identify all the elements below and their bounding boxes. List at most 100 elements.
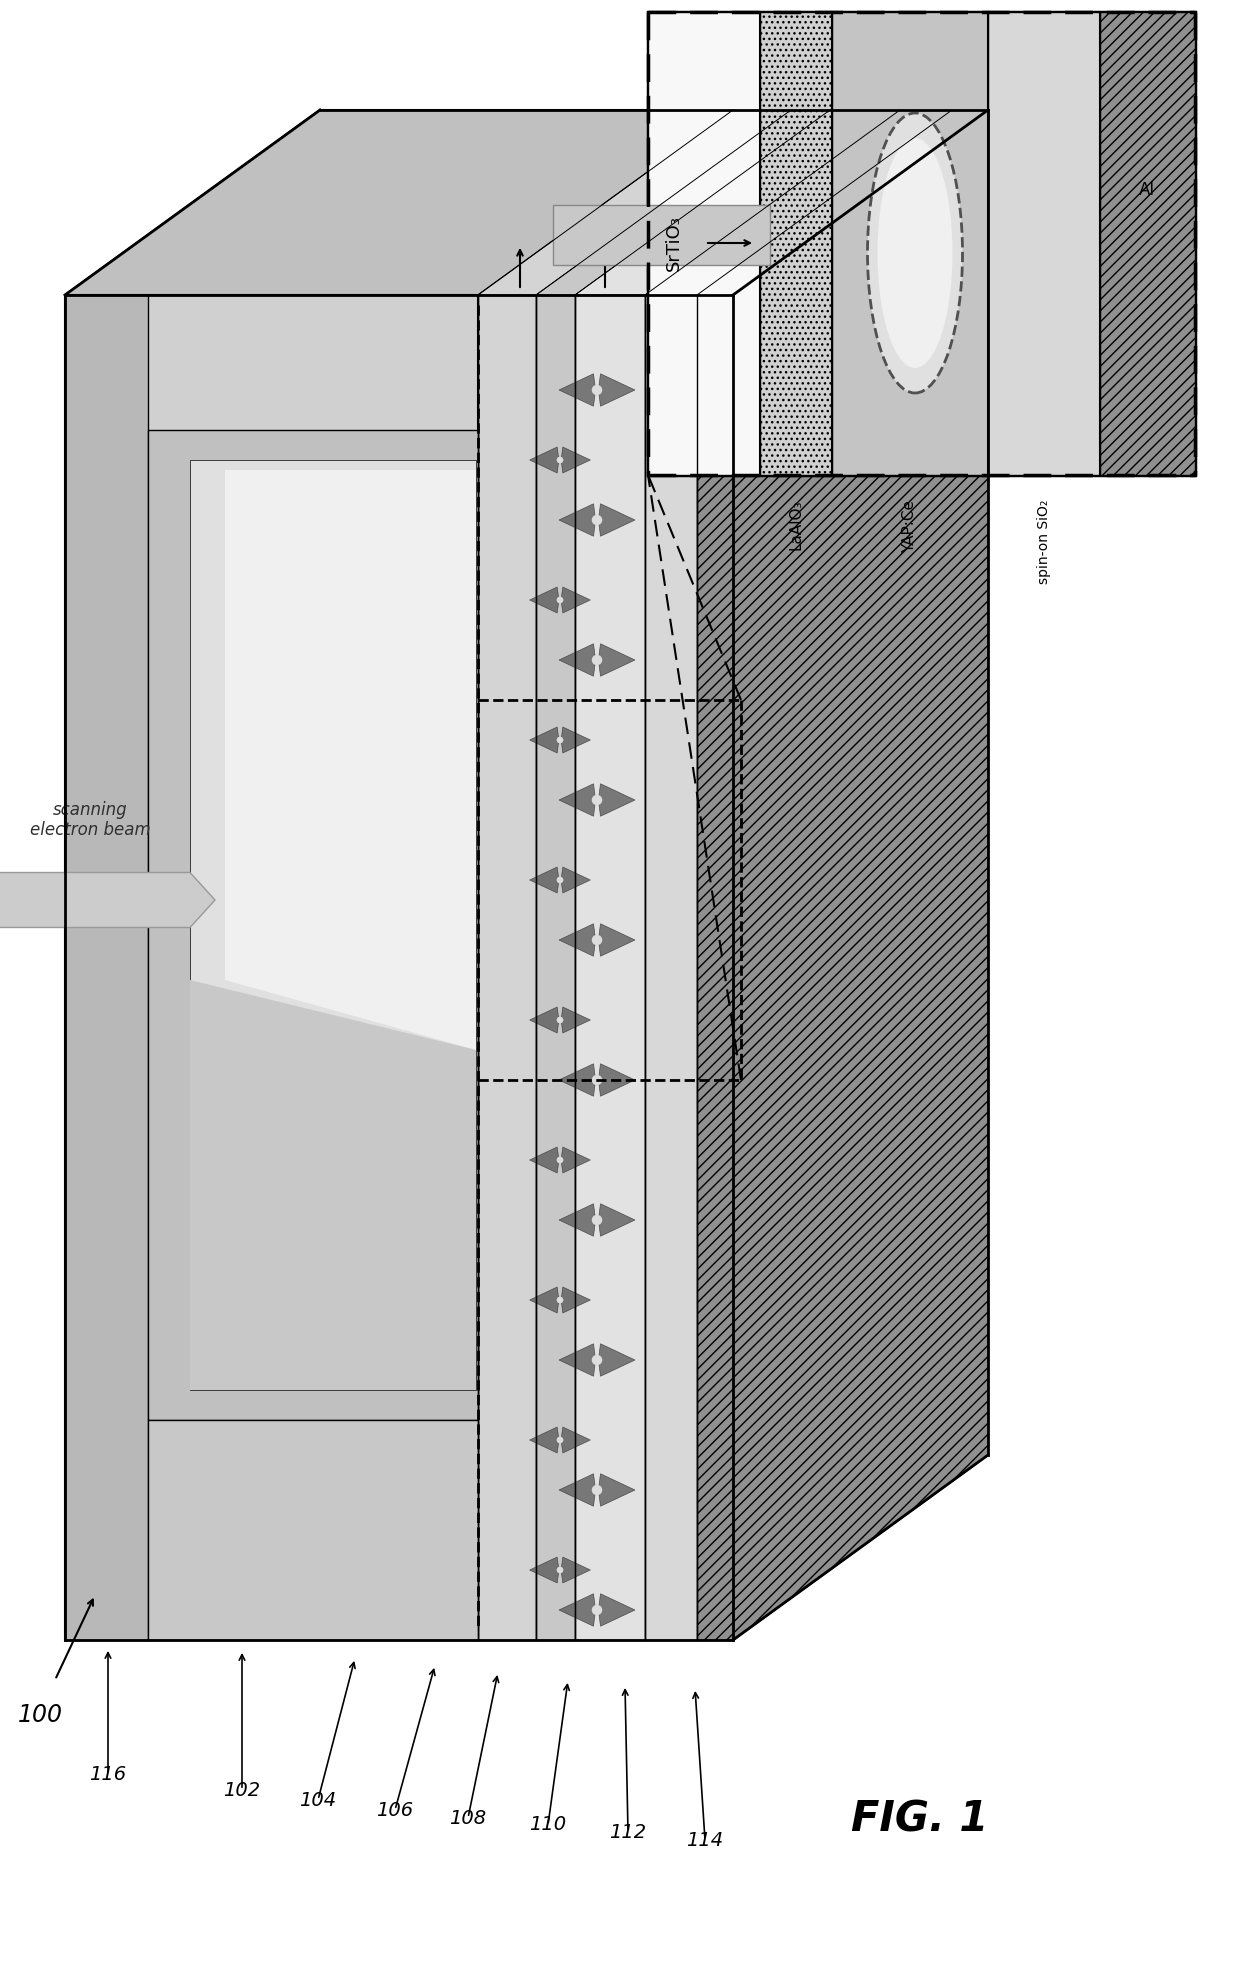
Polygon shape: [224, 470, 476, 1050]
Polygon shape: [832, 12, 988, 474]
Text: 104: 104: [299, 1790, 336, 1810]
Text: scanning
electron beam: scanning electron beam: [30, 801, 150, 840]
Ellipse shape: [557, 877, 563, 883]
Polygon shape: [64, 295, 477, 1640]
Polygon shape: [988, 12, 1100, 474]
Polygon shape: [559, 783, 595, 816]
FancyArrow shape: [0, 873, 215, 928]
Ellipse shape: [557, 1017, 563, 1023]
Ellipse shape: [557, 738, 563, 744]
Polygon shape: [529, 728, 559, 753]
Polygon shape: [559, 924, 595, 956]
Polygon shape: [536, 295, 575, 1640]
Polygon shape: [559, 1064, 595, 1096]
Text: LaAlO₃: LaAlO₃: [789, 500, 804, 551]
Polygon shape: [559, 374, 595, 407]
Polygon shape: [529, 1426, 559, 1454]
Polygon shape: [562, 1558, 590, 1583]
Polygon shape: [190, 460, 476, 1391]
Ellipse shape: [591, 1216, 603, 1225]
Polygon shape: [562, 1007, 590, 1033]
Polygon shape: [553, 205, 770, 266]
Ellipse shape: [557, 596, 563, 604]
Ellipse shape: [557, 1566, 563, 1574]
Ellipse shape: [591, 515, 603, 525]
Polygon shape: [599, 1473, 635, 1507]
Polygon shape: [599, 1343, 635, 1377]
Polygon shape: [64, 110, 988, 295]
Polygon shape: [649, 12, 760, 474]
Polygon shape: [599, 374, 635, 407]
Polygon shape: [760, 12, 832, 474]
Ellipse shape: [878, 138, 952, 368]
Polygon shape: [645, 295, 697, 1640]
Polygon shape: [529, 447, 559, 472]
Polygon shape: [562, 447, 590, 472]
Ellipse shape: [557, 1436, 563, 1444]
Polygon shape: [477, 110, 791, 295]
Ellipse shape: [591, 1605, 603, 1615]
Polygon shape: [649, 12, 1195, 474]
Polygon shape: [64, 295, 148, 1640]
Ellipse shape: [868, 112, 962, 393]
Polygon shape: [599, 783, 635, 816]
Polygon shape: [529, 1007, 559, 1033]
Polygon shape: [559, 504, 595, 537]
Polygon shape: [562, 1286, 590, 1314]
Polygon shape: [733, 110, 988, 1640]
Text: YAP:Ce: YAP:Ce: [903, 500, 918, 553]
Text: 100: 100: [17, 1703, 62, 1727]
Text: 102: 102: [223, 1780, 260, 1800]
Ellipse shape: [591, 386, 603, 395]
Text: 116: 116: [89, 1766, 126, 1784]
Polygon shape: [559, 1473, 595, 1507]
Ellipse shape: [591, 655, 603, 665]
Polygon shape: [1100, 12, 1195, 474]
Text: 110: 110: [529, 1816, 567, 1835]
Polygon shape: [559, 1593, 595, 1627]
Polygon shape: [529, 586, 559, 614]
Polygon shape: [599, 1064, 635, 1096]
Polygon shape: [562, 1147, 590, 1172]
Ellipse shape: [591, 1074, 603, 1086]
Polygon shape: [599, 924, 635, 956]
Ellipse shape: [557, 456, 563, 464]
Polygon shape: [148, 1420, 477, 1640]
Polygon shape: [559, 1204, 595, 1235]
Text: 112: 112: [609, 1823, 646, 1841]
Ellipse shape: [591, 934, 603, 946]
Polygon shape: [559, 643, 595, 677]
Polygon shape: [697, 295, 733, 1640]
Polygon shape: [562, 728, 590, 753]
Polygon shape: [559, 1343, 595, 1377]
Text: 108: 108: [449, 1808, 486, 1827]
Ellipse shape: [557, 1296, 563, 1304]
Polygon shape: [733, 110, 988, 1640]
Polygon shape: [562, 867, 590, 893]
Ellipse shape: [591, 795, 603, 805]
Polygon shape: [64, 110, 733, 295]
Polygon shape: [575, 110, 900, 295]
Text: spin-on SiO₂: spin-on SiO₂: [1037, 500, 1052, 584]
Polygon shape: [697, 110, 988, 295]
Text: FIG. 1: FIG. 1: [852, 1800, 988, 1841]
Polygon shape: [529, 1147, 559, 1172]
Polygon shape: [477, 295, 536, 1640]
Polygon shape: [148, 431, 477, 1420]
Polygon shape: [599, 1204, 635, 1235]
Polygon shape: [536, 110, 830, 295]
Ellipse shape: [591, 1485, 603, 1495]
Polygon shape: [575, 295, 645, 1640]
Polygon shape: [599, 643, 635, 677]
Text: 114: 114: [687, 1831, 724, 1849]
Ellipse shape: [591, 1355, 603, 1365]
Text: Al: Al: [1140, 181, 1154, 199]
Polygon shape: [190, 980, 476, 1391]
Text: SrTiO₃: SrTiO₃: [665, 214, 683, 271]
Text: 106: 106: [377, 1800, 414, 1819]
Polygon shape: [599, 1593, 635, 1627]
Ellipse shape: [557, 1157, 563, 1162]
Polygon shape: [529, 1558, 559, 1583]
Polygon shape: [645, 110, 952, 295]
Polygon shape: [599, 504, 635, 537]
